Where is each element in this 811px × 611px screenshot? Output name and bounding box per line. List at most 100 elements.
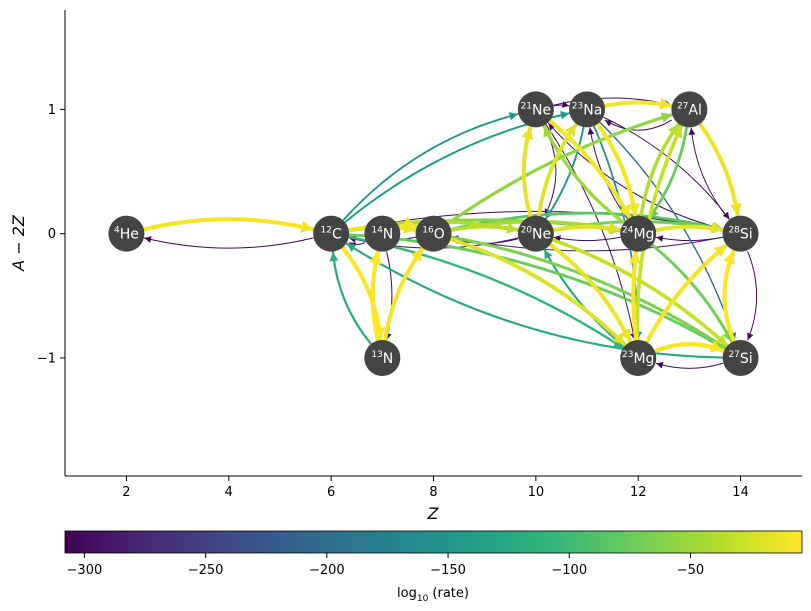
reaction-edge-arrowhead	[402, 216, 416, 228]
nucleus-mass: 4	[114, 226, 120, 236]
nucleus-mass: 23	[572, 101, 583, 111]
reaction-edge-path	[521, 125, 533, 218]
reaction-edge-arrowhead	[627, 202, 640, 216]
reaction-edge-arrowhead	[713, 245, 727, 258]
reaction-edge-path	[345, 242, 723, 359]
reaction-edge-mg23-to-mg24	[628, 249, 641, 343]
x-axis-label: Z	[427, 504, 440, 523]
nucleus-node-o16: 16O	[415, 215, 452, 252]
reaction-edge-n13-to-n14	[369, 249, 382, 343]
reaction-edge-path	[655, 362, 724, 369]
reaction-edge-arrowhead	[369, 251, 382, 265]
nucleus-node-al27: 27Al	[671, 91, 708, 128]
nucleus-node-si28: 28Si	[722, 215, 759, 252]
nucleus-label: 4He	[114, 226, 139, 243]
nucleus-node-he4: 4He	[108, 215, 145, 252]
reaction-edge-ne20-to-si27	[551, 238, 729, 348]
reaction-edge-c12-to-si27	[348, 233, 727, 351]
nucleus-label: 14N	[371, 226, 393, 243]
y-ticks: −1 0 1	[37, 103, 65, 366]
reaction-edge-path	[383, 246, 425, 342]
reaction-edge-arrowhead	[144, 236, 152, 243]
nucleus-symbol: C	[332, 227, 342, 243]
nucleus-mass: 27	[677, 101, 688, 111]
reaction-edge-arrowhead	[605, 120, 613, 127]
nucleus-circle	[620, 339, 657, 376]
nucleus-mass: 24	[622, 226, 634, 236]
nucleus-node-ne21: 21Ne	[517, 91, 554, 128]
reaction-edge-path	[722, 249, 736, 343]
reaction-edge-arrowhead	[543, 126, 554, 138]
reaction-edge-path	[747, 251, 758, 341]
nucleus-circle	[620, 215, 657, 252]
nucleus-symbol: He	[120, 227, 139, 243]
y-tick-label: 0	[48, 227, 56, 242]
reaction-edge-arrowhead	[587, 127, 595, 135]
nucleus-label: 28Si	[728, 226, 752, 243]
nucleus-label: 12C	[321, 226, 342, 243]
reaction-edge-path	[551, 238, 729, 348]
reaction-edge-arrowhead	[506, 222, 518, 234]
nucleus-mass: 14	[371, 226, 383, 236]
reaction-edge-arrowhead	[329, 252, 339, 262]
reaction-edge-path	[450, 211, 724, 231]
reaction-edge-al27-to-si28	[698, 122, 743, 218]
reaction-edge-c12-to-na23	[344, 110, 570, 223]
reaction-edge-arrowhead	[612, 332, 626, 345]
x-tick-label: 12	[630, 485, 647, 500]
reaction-edge-path	[450, 236, 724, 252]
reaction-edge-path	[331, 251, 372, 345]
reaction-edge-path	[344, 112, 570, 223]
x-tick-label: 10	[528, 485, 545, 500]
nucleus-label: 27Al	[677, 101, 702, 118]
nucleus-symbol: O	[434, 227, 445, 243]
colorbar-tick-label: −100	[551, 563, 587, 578]
nucleus-circle	[517, 91, 554, 128]
x-tick-label: 6	[327, 485, 335, 500]
reaction-edge-arrowhead	[410, 248, 423, 262]
reaction-edge-path	[370, 249, 381, 343]
colorbar-tick-label: −300	[67, 563, 103, 578]
nucleus-mass: 21	[521, 101, 532, 111]
nucleus-symbol: Si	[740, 351, 753, 367]
reaction-edge-arrowhead	[300, 220, 314, 233]
reaction-edge-arrowhead	[747, 332, 754, 340]
nucleus-node-ne20: 20Ne	[517, 215, 554, 252]
reaction-edge-path	[342, 113, 519, 221]
reaction-edge-si28-to-al27	[688, 127, 730, 220]
reaction-edge-arrowhead	[544, 249, 553, 260]
reaction-edge-arrowhead	[710, 221, 723, 234]
reaction-edge-arrowhead	[560, 110, 569, 120]
nucleus-circle	[671, 91, 708, 128]
reaction-edge-arrowhead	[658, 97, 672, 110]
nucleus-circle	[364, 339, 401, 376]
reaction-edge-path	[604, 119, 672, 131]
nucleus-node-n14: 14N	[364, 215, 401, 252]
reaction-edge-si27-to-c12	[345, 242, 723, 359]
reaction-edge-path	[542, 124, 626, 225]
nucleus-node-mg24: 24Mg	[620, 215, 657, 252]
colorbar-tick-label: −200	[309, 563, 345, 578]
reaction-edge-arrowhead	[656, 235, 664, 242]
nucleus-symbol: Na	[583, 102, 602, 118]
reaction-edge-o16-to-mg23	[449, 237, 628, 347]
y-axis-label: A − 2Z	[9, 214, 28, 272]
reaction-edge-path	[548, 118, 632, 220]
y-tick-label: 1	[48, 103, 56, 118]
nucleus-label: 16O	[422, 226, 444, 243]
reaction-edge-ne20-to-mg23	[548, 242, 633, 344]
reaction-edge-na23-to-mg24	[595, 122, 640, 218]
nucleus-mass: 27	[728, 350, 739, 360]
reaction-edge-mg23-to-si27	[654, 340, 725, 353]
nucleus-label: 21Ne	[521, 101, 552, 118]
reaction-edge-o16-to-ne20	[449, 222, 520, 234]
reaction-edge-arrowhead	[660, 112, 672, 123]
colorbar-tick-label: −150	[430, 563, 466, 578]
nucleus-circle	[108, 215, 145, 252]
reaction-edge-ne21-to-mg24	[548, 118, 632, 220]
x-tick-label: 8	[429, 485, 437, 500]
nucleus-circle	[415, 215, 452, 252]
reaction-edge-n13-to-o16	[383, 246, 425, 342]
nucleus-label: 24Mg	[622, 226, 654, 243]
